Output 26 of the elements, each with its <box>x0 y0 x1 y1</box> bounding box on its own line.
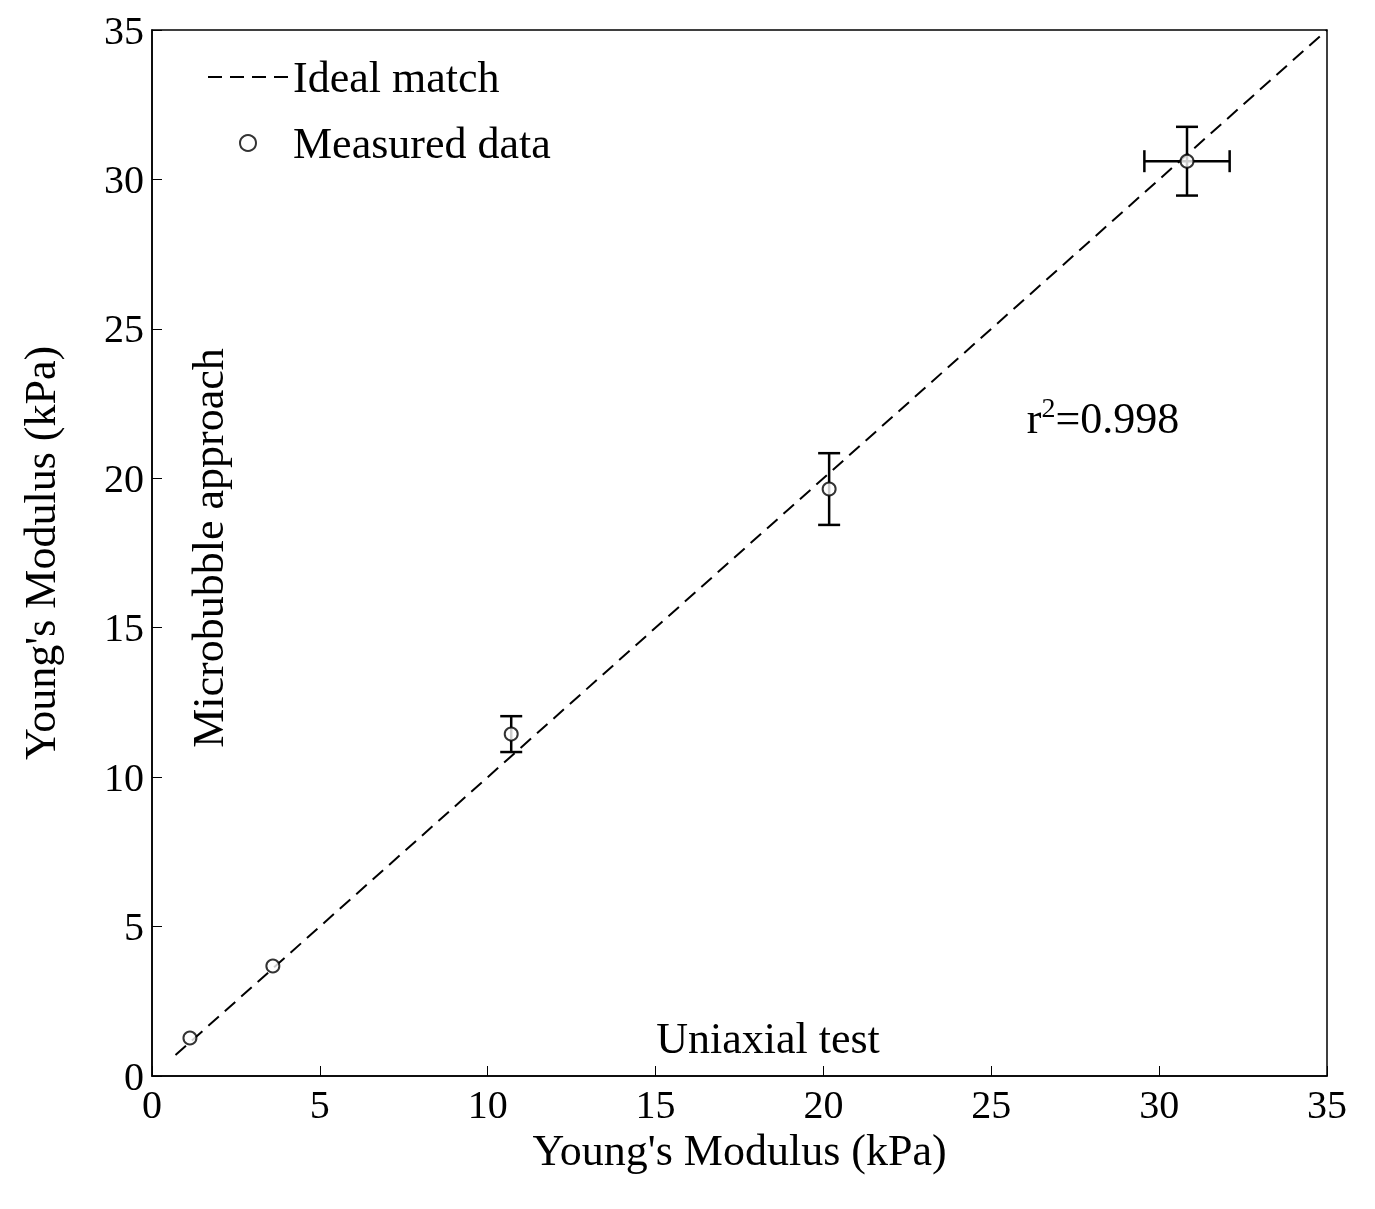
y-tick-label: 5 <box>124 904 144 950</box>
y-tick-label: 30 <box>104 156 144 202</box>
y-tick-label: 20 <box>104 455 144 501</box>
x-tick-label: 30 <box>1139 1081 1180 1127</box>
point <box>182 1030 198 1046</box>
legend-label: Ideal match <box>293 52 500 102</box>
y-tick-label: 15 <box>104 605 144 651</box>
x-tick-label: 25 <box>971 1081 1012 1127</box>
x-tick-label: 35 <box>1307 1081 1347 1127</box>
point <box>1179 153 1195 169</box>
y-tick-label: 10 <box>104 754 144 800</box>
point <box>821 481 837 497</box>
x-tick-label: 20 <box>803 1081 844 1127</box>
point <box>503 726 519 742</box>
y-tick-label: 35 <box>104 7 144 53</box>
x-tick-label: 10 <box>467 1081 508 1127</box>
legend-label: Measured data <box>293 118 551 168</box>
point <box>265 958 281 974</box>
annotation: Microbubble approach <box>183 348 233 748</box>
x-axis-title: Young's Modulus (kPa) <box>532 1126 947 1176</box>
y-tick-label: 0 <box>124 1053 144 1099</box>
y-axis-title: Young's Modulus (kPa) <box>15 345 65 761</box>
y-tick-label: 25 <box>104 306 144 352</box>
annotation: Uniaxial test <box>656 1013 880 1063</box>
x-tick-label: 5 <box>309 1081 330 1127</box>
x-tick-label: 15 <box>635 1081 676 1127</box>
